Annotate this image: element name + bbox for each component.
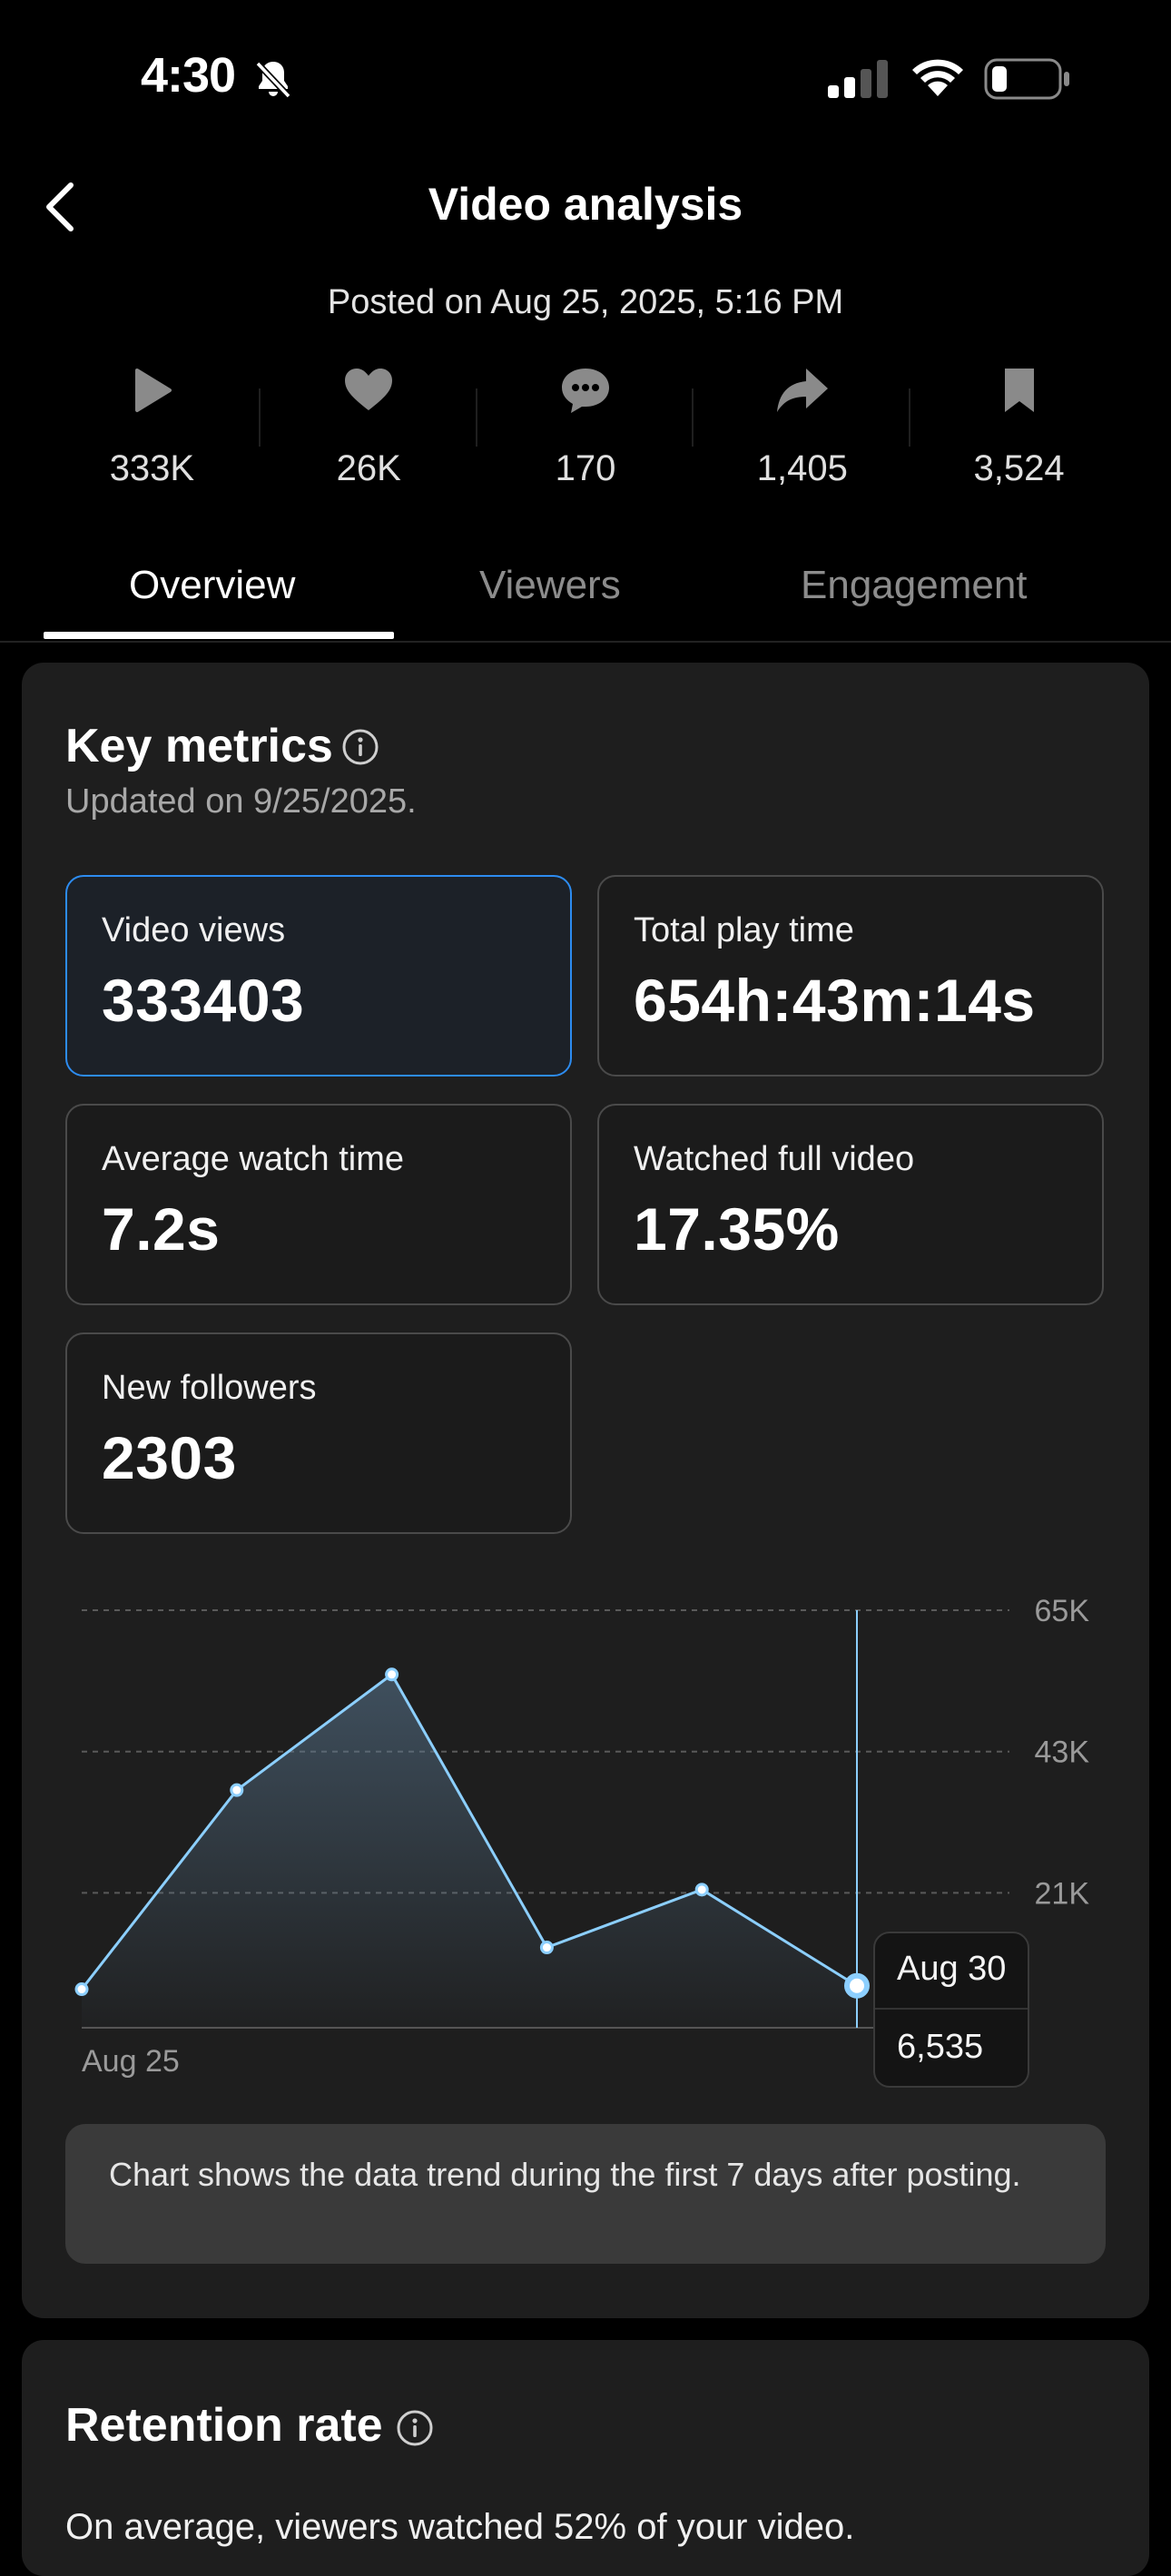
tooltip-value: 6,535 <box>897 2028 984 2066</box>
video-stats-row: 333K 26K 170 1,405 3,524 <box>44 363 1127 499</box>
metric-label: Video views <box>102 911 286 949</box>
metric-average-watch-time[interactable]: Average watch time 7.2s <box>65 1104 572 1305</box>
retention-text: On average, viewers watched 52% of your … <box>65 2507 855 2547</box>
heart-icon <box>345 369 393 410</box>
chart-tooltip: Aug 30 6,535 <box>873 1932 1029 2088</box>
metric-new-followers[interactable]: New followers 2303 <box>65 1332 572 1534</box>
tooltip-date: Aug 30 <box>897 1950 1007 1988</box>
stat-likes: 26K <box>261 363 477 499</box>
stat-comments: 170 <box>477 363 694 499</box>
share-icon <box>776 369 828 412</box>
stat-value: 333K <box>109 448 195 488</box>
metric-value: 17.35% <box>634 1195 840 1263</box>
page-title: Video analysis <box>428 179 743 230</box>
key-metrics-title: Key metrics <box>65 720 333 772</box>
stat-value: 3,524 <box>973 448 1065 488</box>
stat-value: 1,405 <box>756 448 848 488</box>
metric-value: 654h:43m:14s <box>634 967 1036 1034</box>
wifi-icon <box>912 59 963 96</box>
stat-saves: 3,524 <box>910 363 1127 499</box>
updated-date: Updated on 9/25/2025. <box>65 782 417 821</box>
metric-value: 2303 <box>102 1424 237 1491</box>
metric-label: New followers <box>102 1369 317 1407</box>
tab-viewers[interactable]: Viewers <box>479 563 621 607</box>
info-icon[interactable] <box>341 728 379 766</box>
retention-card: Retention rate On average, viewers watch… <box>22 2340 1149 2576</box>
info-icon[interactable] <box>396 2409 434 2447</box>
active-tab-indicator <box>44 632 394 639</box>
stat-plays: 333K <box>44 363 261 499</box>
signal-icon <box>828 60 888 98</box>
play-icon <box>135 369 172 412</box>
tab-bar: Overview Viewers Engagement <box>0 554 1171 643</box>
metric-watched-full-video[interactable]: Watched full video 17.35% <box>597 1104 1104 1305</box>
metric-label: Average watch time <box>102 1140 405 1178</box>
stat-value: 26K <box>336 448 401 488</box>
metric-label: Total play time <box>634 911 854 949</box>
bell-muted-icon <box>255 61 291 99</box>
posted-date: Posted on Aug 25, 2025, 5:16 PM <box>327 283 844 321</box>
status-bar: 4:30 <box>0 0 1171 163</box>
chart-note: Chart shows the data trend during the fi… <box>65 2124 1106 2264</box>
retention-title: Retention rate <box>65 2399 383 2452</box>
status-time: 4:30 <box>141 48 236 103</box>
stat-shares: 1,405 <box>694 363 911 499</box>
battery-icon <box>984 58 1069 100</box>
back-arrow-icon[interactable] <box>40 178 80 236</box>
tab-overview[interactable]: Overview <box>129 563 296 607</box>
metric-video-views[interactable]: Video views 333403 <box>65 875 572 1077</box>
stat-value: 170 <box>555 448 616 488</box>
metric-total-play-time[interactable]: Total play time 654h:43m:14s <box>597 875 1104 1077</box>
comment-icon <box>561 369 609 413</box>
metric-label: Watched full video <box>634 1140 915 1178</box>
bookmark-icon <box>1004 369 1034 412</box>
metric-value: 333403 <box>102 967 305 1034</box>
metric-value: 7.2s <box>102 1195 221 1263</box>
tab-engagement[interactable]: Engagement <box>801 563 1028 607</box>
